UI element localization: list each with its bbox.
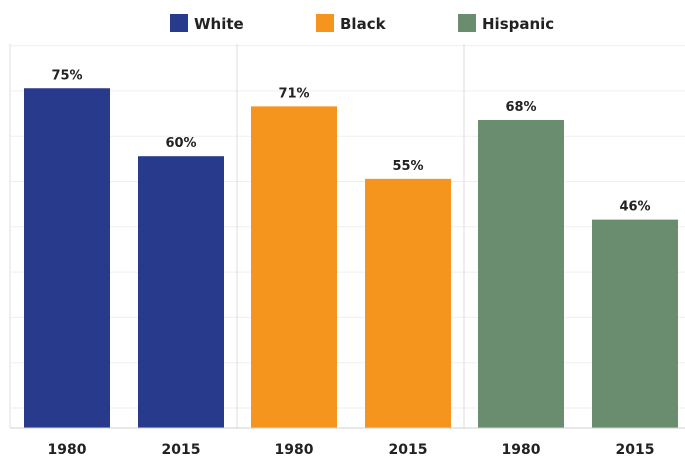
data-label: 71%	[278, 86, 309, 101]
x-tick-label: 1980	[275, 442, 314, 457]
x-tick-label: 1980	[48, 442, 87, 457]
bar-black-2015	[365, 178, 451, 428]
legend-label-hispanic: Hispanic	[482, 15, 554, 33]
gridlines	[10, 45, 685, 409]
legend: White Black Hispanic	[170, 14, 554, 33]
legend-swatch-black	[316, 14, 334, 32]
bar-hispanic-2015	[592, 219, 678, 428]
group-dividers	[9, 44, 465, 428]
bar-hispanic-1980	[478, 119, 564, 429]
legend-swatch-hispanic	[458, 14, 476, 32]
legend-label-black: Black	[340, 15, 387, 33]
legend-label-white: White	[194, 15, 244, 33]
legend-swatch-white	[170, 14, 188, 32]
data-label: 75%	[51, 68, 82, 83]
x-tick-labels: 1980 2015 1980 2015 1980 2015	[48, 442, 655, 457]
bar-black-1980	[251, 106, 337, 429]
data-label: 46%	[619, 200, 650, 215]
x-tick-label: 2015	[162, 442, 201, 457]
bar-white-1980	[24, 88, 110, 428]
data-label: 55%	[392, 159, 423, 174]
data-label: 60%	[165, 136, 196, 151]
bar-white-2015	[138, 156, 224, 428]
data-label: 68%	[505, 100, 536, 115]
x-tick-label: 1980	[502, 442, 541, 457]
bars: 75% 60% 71% 55% 68% 46%	[24, 68, 678, 429]
x-tick-label: 2015	[616, 442, 655, 457]
x-tick-label: 2015	[389, 442, 428, 457]
